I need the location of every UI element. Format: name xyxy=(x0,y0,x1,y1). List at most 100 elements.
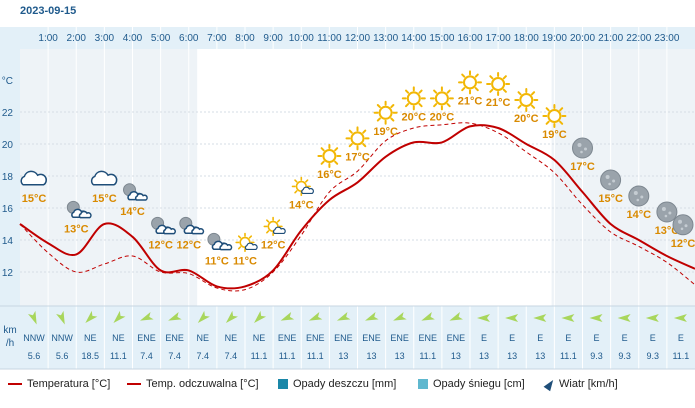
hour-label: 16:00 xyxy=(457,33,482,44)
wind-arrow-icon xyxy=(254,310,267,323)
wind-speed-label: 5.6 xyxy=(28,351,41,361)
y-tick-label: 20 xyxy=(2,140,14,151)
wind-speed-label: 18.5 xyxy=(81,351,99,361)
temperature-data-label: 15°C xyxy=(92,193,117,205)
sun-icon xyxy=(514,88,539,112)
wind-direction-label: E xyxy=(622,333,628,343)
hour-label: 12:00 xyxy=(345,33,370,44)
sun-icon xyxy=(373,100,398,125)
temperature-data-label: 19°C xyxy=(542,129,567,141)
wind-direction-label: NNW xyxy=(51,333,73,343)
wind-direction-label: ENE xyxy=(278,333,297,343)
wind-direction-label: NE xyxy=(253,333,266,343)
wind-arrow-icon xyxy=(561,314,575,322)
sun-icon xyxy=(401,86,426,111)
chart-legend: Temperatura [°C] Temp. odczuwalna [°C] O… xyxy=(0,372,695,398)
sun-icon xyxy=(345,126,370,151)
hour-label: 1:00 xyxy=(38,33,58,44)
y-tick-label: 22 xyxy=(2,108,14,119)
sun-icon xyxy=(458,70,482,95)
moon-icon xyxy=(572,137,593,159)
temperature-data-label: 21°C xyxy=(458,95,483,107)
temperature-chart: 12 14 16 18 20 22 °C 1:00 2:00 3:00 4:00 5:00 6:00 7:… xyxy=(0,27,695,370)
temperature-data-label: 15°C xyxy=(598,193,623,205)
legend-snow[interactable]: Opady śniegu [cm] xyxy=(418,378,525,390)
wind-direction-label: NE xyxy=(196,333,209,343)
sun-icon xyxy=(542,104,567,128)
legend-temperature[interactable]: Temperatura [°C] xyxy=(8,378,110,390)
temperature-data-label: 12°C xyxy=(671,238,695,250)
wind-speed-label: 11.1 xyxy=(110,351,127,361)
wind-speed-label: 11.1 xyxy=(307,351,324,361)
wind-arrow-icon xyxy=(589,314,603,322)
wind-arrow-icon xyxy=(505,314,519,322)
wind-arrow-icon xyxy=(393,312,407,321)
cloud-icon xyxy=(20,170,47,186)
temperature-data-label: 21°C xyxy=(486,97,511,109)
wind-direction-label: ENE xyxy=(418,333,437,343)
wind-speed-label: 11.1 xyxy=(560,351,577,361)
wind-direction-label: NE xyxy=(84,333,97,343)
temperature-data-label: 17°C xyxy=(570,161,595,173)
y-tick-label: 12 xyxy=(2,268,14,279)
moon-icon xyxy=(628,185,650,207)
apparent-temperature-line xyxy=(19,122,695,292)
hour-label: 17:00 xyxy=(486,33,511,44)
temperature-data-label: 14°C xyxy=(289,199,314,211)
wind-direction-label: NE xyxy=(112,333,125,343)
sun-icon xyxy=(486,72,511,96)
legend-apparent-label: Temp. odczuwalna [°C] xyxy=(146,378,259,390)
night-partly-cloudy-icon xyxy=(66,200,92,219)
wind-direction-label: ENE xyxy=(137,333,156,343)
wind-direction-label: E xyxy=(678,333,684,343)
legend-snow-swatch xyxy=(418,379,428,390)
wind-arrow-icon xyxy=(28,310,37,325)
hour-label: 19:00 xyxy=(542,33,567,44)
wind-speed-label: 9.3 xyxy=(646,351,659,361)
wind-speed-label: 11.1 xyxy=(672,351,689,361)
wind-direction-label: NE xyxy=(225,333,238,343)
hour-label: 21:00 xyxy=(598,33,623,44)
forecast-date: 2023-09-15 xyxy=(20,5,77,17)
wind-direction-label: E xyxy=(565,333,571,343)
legend-temperature-swatch xyxy=(8,383,22,386)
wind-direction-label: ENE xyxy=(362,333,381,343)
hour-label: 8:00 xyxy=(235,33,255,44)
temperature-data-label: 14°C xyxy=(626,209,651,221)
sun-partly-cloudy-icon xyxy=(263,216,286,236)
wind-arrow-icon xyxy=(280,312,295,321)
hour-header-band xyxy=(0,27,695,49)
temperature-data-label: 19°C xyxy=(373,126,398,138)
wind-speed-label: 7.4 xyxy=(140,351,153,361)
wind-arrow-icon xyxy=(421,312,435,321)
legend-wind[interactable]: Wiatr [km/h] xyxy=(543,377,618,391)
wind-direction-label: ENE xyxy=(306,333,325,343)
wind-speed-label: 11.1 xyxy=(419,351,436,361)
hour-label: 13:00 xyxy=(373,33,398,44)
moon-icon xyxy=(600,169,622,191)
hour-label: 3:00 xyxy=(95,33,115,44)
hour-label: 15:00 xyxy=(429,33,454,44)
y-tick-label: 18 xyxy=(2,172,14,183)
hour-label: 2:00 xyxy=(67,33,87,44)
wind-speed-label: 13 xyxy=(479,351,489,361)
wind-direction-label: E xyxy=(537,333,543,343)
wind-speed-label: 9.3 xyxy=(590,351,603,361)
wind-speed-label: 11.1 xyxy=(251,351,268,361)
wind-direction-label: E xyxy=(650,333,656,343)
hour-label: 9:00 xyxy=(263,33,283,44)
wind-speed-label: 13 xyxy=(535,351,545,361)
wind-speed-label: 13 xyxy=(395,351,405,361)
legend-rain[interactable]: Opady deszczu [mm] xyxy=(278,378,396,390)
wind-direction-label: E xyxy=(481,333,487,343)
temperature-data-label: 15°C xyxy=(22,193,47,205)
sun-partly-cloudy-icon xyxy=(291,176,315,196)
hour-label: 6:00 xyxy=(179,33,199,44)
temperature-line xyxy=(19,124,695,290)
wind-arrow-icon xyxy=(113,310,126,323)
legend-apparent[interactable]: Temp. odczuwalna [°C] xyxy=(127,378,259,390)
hour-label: 23:00 xyxy=(654,33,679,44)
legend-temperature-label: Temperatura [°C] xyxy=(27,378,111,390)
legend-rain-label: Opady deszczu [mm] xyxy=(293,378,397,390)
wind-arrow-icon xyxy=(336,312,351,321)
